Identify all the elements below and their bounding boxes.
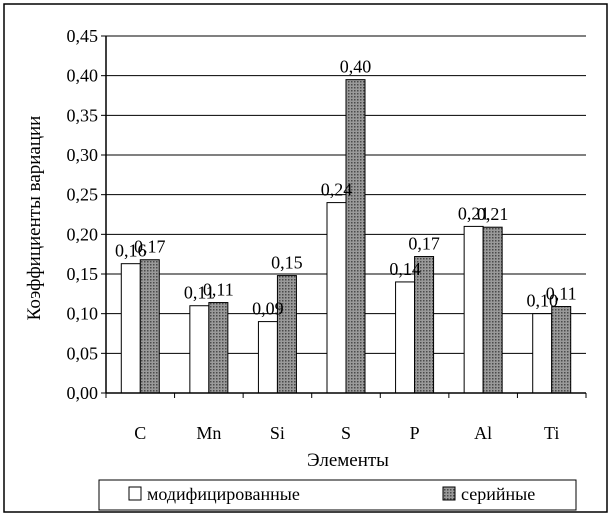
bar-modified-mn — [189, 305, 210, 394]
y-tick-label: 0,30 — [67, 145, 99, 165]
bar-serial-al — [482, 226, 503, 394]
bar-modified-p — [395, 281, 416, 394]
y-axis-title: Коэффициенты вариации — [24, 116, 45, 321]
y-tick-label: 0,00 — [67, 383, 99, 403]
legend: модифицированные серийные — [98, 479, 577, 511]
data-label: 0,14 — [389, 259, 421, 279]
y-tick-label: 0,15 — [67, 264, 99, 284]
data-label: 0,11 — [184, 283, 215, 303]
data-label: 0,11 — [546, 284, 577, 304]
legend-label-serial: серийные — [461, 484, 535, 504]
legend-label-modified: модифицированные — [147, 484, 300, 504]
legend-frame — [98, 479, 577, 511]
data-label: 0,09 — [252, 299, 284, 319]
y-tick-label: 0,05 — [67, 343, 99, 363]
y-tick-label: 0,45 — [67, 26, 99, 46]
data-label: 0,24 — [321, 180, 353, 200]
bar-modified-ti — [532, 313, 553, 394]
data-label: 0,21 — [477, 204, 509, 224]
x-tick-label: Mn — [196, 423, 221, 443]
bars — [120, 79, 572, 394]
data-label: 0,17 — [408, 234, 440, 254]
data-label: 0,16 — [115, 241, 147, 261]
bar-serial-c — [139, 259, 160, 394]
y-tick-label: 0,35 — [67, 105, 99, 125]
bar-serial-s — [345, 79, 366, 394]
bar-modified-s — [326, 202, 347, 394]
x-tick-label: Al — [474, 423, 492, 443]
x-tick-label: P — [410, 423, 420, 443]
data-label: 0,17 — [134, 237, 166, 257]
x-tick-label: Ti — [544, 423, 559, 443]
x-axis-title: Элементы — [307, 450, 389, 471]
y-tick-labels: 0,00 0,05 0,10 0,15 0,20 0,25 0,30 0,35 0,40 0,45 — [67, 26, 99, 403]
chart-frame — [3, 3, 608, 513]
bar-serial-ti — [551, 306, 572, 394]
bar-serial-mn — [208, 302, 229, 394]
x-tick-labels: C Mn Si S P Al Ti — [105, 393, 587, 443]
legend-swatch-modified — [128, 486, 142, 501]
bar-serial-si — [276, 275, 297, 394]
bar-modified-al — [463, 225, 484, 394]
y-tick-label: 0,40 — [67, 66, 99, 86]
data-label: 0,40 — [340, 57, 372, 77]
bar-modified-si — [257, 321, 278, 394]
x-tick-label: S — [341, 423, 351, 443]
bar-modified-c — [120, 263, 141, 394]
y-tick-label: 0,20 — [67, 224, 99, 244]
data-labels: 0,160,170,110,110,090,150,240,400,140,17… — [115, 57, 577, 319]
data-label: 0,21 — [458, 203, 490, 223]
data-label: 0,15 — [271, 253, 303, 273]
x-tick-label: C — [134, 423, 146, 443]
legend-swatch-serial — [442, 486, 456, 501]
axes — [105, 36, 586, 394]
data-label: 0,10 — [526, 291, 558, 311]
data-label: 0,11 — [203, 280, 234, 300]
y-tick-label: 0,10 — [67, 304, 99, 324]
x-tick-label: Si — [270, 423, 285, 443]
y-tick-label: 0,25 — [67, 185, 99, 205]
